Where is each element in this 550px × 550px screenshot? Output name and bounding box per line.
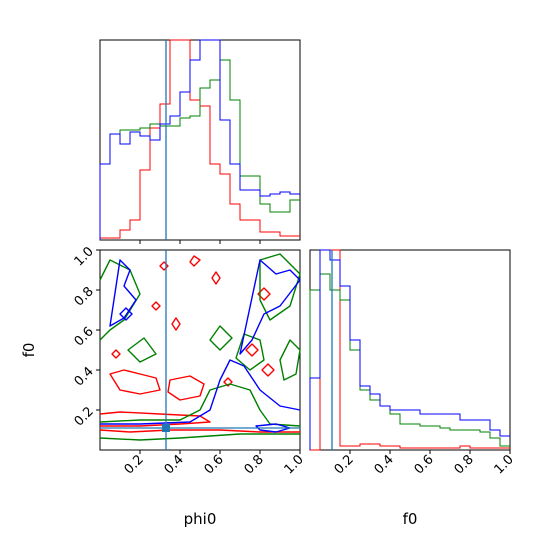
joint-contour-red: [171, 317, 181, 331]
joint-contour-blue: [100, 359, 301, 425]
f0-marginal-histogram-panel: 0.2 0.4 0.6 0.8 1.0: [309, 249, 517, 477]
phi0-hist-green-series: [99, 59, 300, 240]
joint-contour-red: [257, 287, 271, 301]
joint-contour-green: [99, 383, 301, 427]
joint-contour-green: [127, 337, 157, 363]
joint-x-tick-label: 1.0: [282, 452, 307, 477]
truth-marker: [162, 424, 170, 432]
joint-contour-blue: [255, 423, 291, 433]
f0-hist-x-tick-label: 1.0: [492, 452, 517, 477]
joint-x-tick-label: 0.2: [122, 452, 147, 477]
joint-contour-red: [99, 411, 211, 427]
joint-contour-red: [167, 375, 205, 401]
x-axis-label-f0: f0: [403, 510, 418, 528]
joint-contour-green: [99, 259, 141, 341]
y-axis-label-f0: f0: [20, 343, 38, 358]
joint-contour-red: [189, 255, 201, 267]
joint-y-tick-label: 1.0: [72, 244, 97, 269]
joint-contour-red: [211, 271, 221, 285]
f0-hist-green-series: [309, 273, 510, 450]
f0-hist-x-tick-label: 0.2: [332, 452, 357, 477]
joint-y-tick-label: 0.8: [72, 284, 97, 309]
phi0-f0-joint-panel: 0.2 0.4 0.6 0.8 1.0 0.2 0.4 0.6 0.8 1.0: [72, 244, 307, 477]
phi0-histogram-ticks: [139, 240, 261, 244]
joint-contour-red: [261, 363, 275, 377]
phi0-hist-red-series: [99, 39, 300, 240]
f0-histogram-series: [309, 249, 510, 451]
joint-contour-green: [209, 325, 233, 351]
phi0-marginal-histogram-panel: [99, 39, 301, 244]
joint-x-tick-label: 0.8: [242, 452, 267, 477]
joint-contour-green: [235, 333, 265, 371]
joint-contour-red: [159, 261, 169, 271]
joint-y-tick-label: 0.4: [72, 364, 97, 389]
joint-contour-green: [259, 253, 301, 321]
joint-contour-blue: [119, 307, 133, 321]
f0-hist-red-series: [310, 249, 510, 451]
joint-contour-red: [109, 369, 161, 395]
joint-contour-blue: [109, 259, 137, 327]
f0-hist-x-tick-label: 0.6: [412, 452, 437, 477]
f0-hist-x-tick-label: 0.8: [452, 452, 477, 477]
f0-hist-x-tick-label: 0.4: [372, 452, 397, 477]
joint-y-tick-label: 0.2: [72, 404, 97, 429]
joint-contour-green: [99, 433, 300, 441]
joint-x-tick-label: 0.6: [202, 452, 227, 477]
joint-contour-red: [151, 301, 161, 311]
joint-contour-red: [245, 343, 259, 357]
joint-contour-red: [99, 429, 300, 433]
joint-y-tick-label: 0.6: [72, 324, 97, 349]
f0-histogram-ticks: 0.2 0.4 0.6 0.8 1.0: [332, 450, 517, 477]
x-axis-label-phi0: phi0: [184, 510, 217, 528]
joint-contours: [99, 253, 301, 441]
joint-contour-blue: [239, 259, 301, 355]
joint-contour-green: [279, 339, 301, 381]
phi0-histogram-series: [99, 39, 300, 240]
joint-panel-ticks: 0.2 0.4 0.6 0.8 1.0 0.2 0.4 0.6 0.8 1.0: [72, 244, 307, 477]
phi0-hist-blue-series: [99, 39, 300, 240]
joint-x-tick-label: 0.4: [162, 452, 187, 477]
joint-contour-red: [111, 349, 121, 359]
f0-hist-blue-series: [309, 249, 510, 450]
